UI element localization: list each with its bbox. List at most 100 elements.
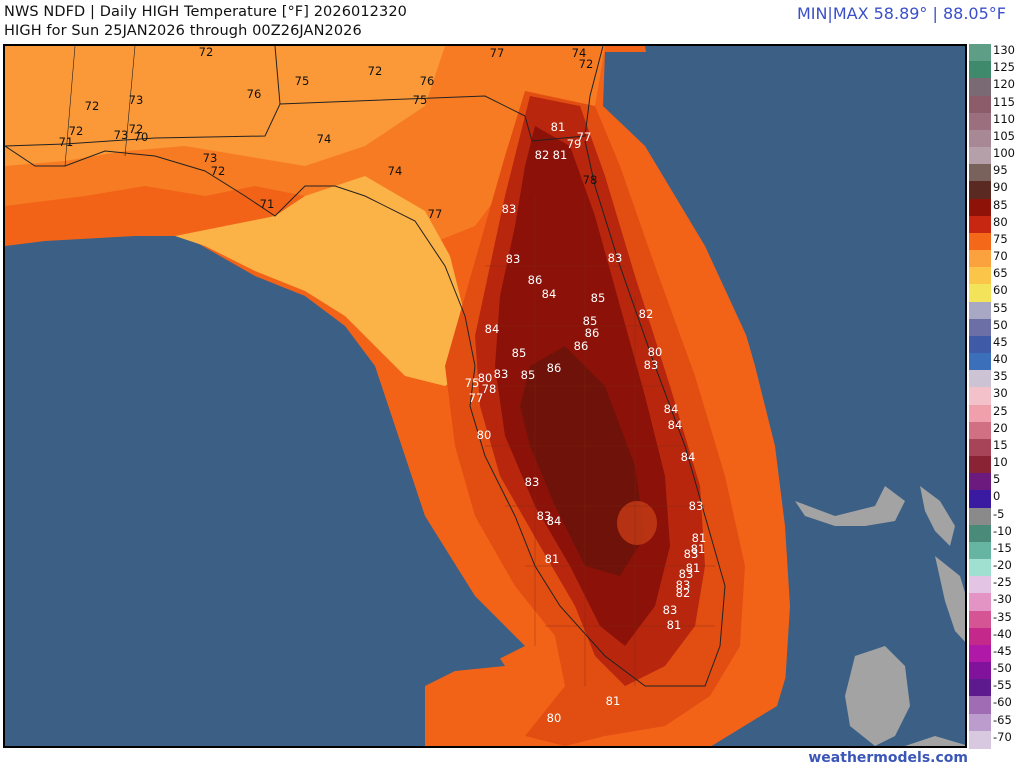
colorbar-tick: 45: [993, 334, 1008, 349]
colorbar-swatch: [969, 730, 991, 749]
temperature-label: 72: [368, 64, 383, 78]
temperature-label: 83: [502, 202, 517, 216]
colorbar-swatch: [969, 507, 991, 526]
colorbar-tick: 85: [993, 197, 1008, 212]
colorbar-tick: 25: [993, 403, 1008, 418]
temperature-label: 86: [528, 273, 543, 287]
colorbar-tick: 80: [993, 214, 1008, 229]
temperature-label: 75: [413, 93, 428, 107]
temperature-label: 84: [668, 418, 683, 432]
colorbar-swatch: [969, 301, 991, 320]
temperature-label: 76: [247, 87, 262, 101]
colorbar-swatch: [969, 438, 991, 457]
temperature-label: 80: [547, 711, 562, 725]
colorbar-swatch: [969, 559, 991, 578]
colorbar-tick: -35: [993, 609, 1012, 624]
temperature-label: 82: [535, 148, 550, 162]
bahamas-islands: [795, 486, 965, 746]
temperature-label: 81: [545, 552, 560, 566]
temperature-label: 72: [579, 57, 594, 71]
temperature-label: 72: [211, 164, 226, 178]
colorbar-swatch: [969, 576, 991, 595]
colorbar-swatch: [969, 318, 991, 337]
colorbar-tick: 115: [993, 94, 1015, 109]
colorbar-swatch: [969, 267, 991, 286]
heat-zone-70: [175, 176, 475, 386]
colorbar-swatch: [969, 662, 991, 681]
land-heat-field: [5, 46, 965, 746]
gulf-of-mexico: [5, 241, 505, 746]
temperature-label: 84: [681, 450, 696, 464]
colorbar-swatch: [969, 198, 991, 217]
colorbar-tick: 105: [993, 128, 1015, 143]
colorbar-swatch: [969, 610, 991, 629]
colorbar-swatch: [969, 353, 991, 372]
colorbar-tick: 75: [993, 231, 1008, 246]
temperature-label: 82: [639, 307, 654, 321]
colorbar-tick: 120: [993, 77, 1015, 92]
temperature-label: 83: [689, 499, 704, 513]
temperature-label: 83: [525, 475, 540, 489]
temperature-label: 81: [686, 561, 701, 575]
temperature-label: 81: [551, 120, 566, 134]
temperature-label: 86: [585, 326, 600, 340]
colorbar-swatch: [969, 421, 991, 440]
colorbar-swatch: [969, 627, 991, 646]
colorbar-tick: -65: [993, 712, 1012, 727]
colorbar-swatch: [969, 129, 991, 148]
temperature-label: 76: [420, 74, 435, 88]
map-title: NWS NDFD | Daily HIGH Temperature [°F] 2…: [4, 4, 407, 20]
temperature-label: 84: [542, 287, 557, 301]
colorbar-tick: 95: [993, 163, 1008, 178]
colorbar-tick: 55: [993, 300, 1008, 315]
heat-zone-72: [5, 46, 445, 166]
heat-zone-86: [520, 346, 645, 576]
temperature-label: 81: [606, 694, 621, 708]
colorbar-tick: 10: [993, 455, 1008, 470]
colorbar-tick: 5: [993, 472, 1001, 487]
credit-text[interactable]: weathermodels.com: [808, 750, 968, 766]
colorbar-swatch: [969, 456, 991, 475]
temperature-label: 70: [134, 130, 149, 144]
temperature-label: 84: [547, 514, 562, 528]
colorbar-swatch: [969, 696, 991, 715]
temperature-label: 83: [663, 603, 678, 617]
temperature-label: 83: [506, 252, 521, 266]
colorbar: [969, 44, 991, 749]
colorbar-tick: 125: [993, 60, 1015, 75]
colorbar-tick: 70: [993, 249, 1008, 264]
colorbar-tick: -50: [993, 661, 1012, 676]
temperature-label: 77: [469, 391, 484, 405]
temperature-label: 80: [477, 428, 492, 442]
colorbar-swatch: [969, 679, 991, 698]
colorbar-tick: -40: [993, 626, 1012, 641]
colorbar-tick: 60: [993, 283, 1008, 298]
temperature-label: 81: [692, 531, 707, 545]
temperature-label: 83: [644, 358, 659, 372]
colorbar-swatch: [969, 370, 991, 389]
colorbar-tick: 20: [993, 420, 1008, 435]
colorbar-tick: 0: [993, 489, 1001, 504]
colorbar-swatch: [969, 593, 991, 612]
temperature-label: 74: [572, 46, 587, 60]
temperature-map: 72 77 74 72 75 72 76 75 72 73 76 72 72 73 70 71 74 73 72 74…: [3, 44, 967, 748]
colorbar-tick: -25: [993, 575, 1012, 590]
colorbar-swatch: [969, 387, 991, 406]
colorbar-tick: -45: [993, 643, 1012, 658]
colorbar-tick: -15: [993, 540, 1012, 555]
colorbar-swatch: [969, 95, 991, 114]
temperature-label: 83: [537, 509, 552, 523]
colorbar-swatch: [969, 181, 991, 200]
colorbar-swatch: [969, 112, 991, 131]
temperature-label: 83: [679, 567, 694, 581]
colorbar-swatch: [969, 164, 991, 183]
colorbar-swatch: [969, 61, 991, 80]
colorbar-swatch: [969, 490, 991, 509]
colorbar-tick: 15: [993, 437, 1008, 452]
colorbar-swatch: [969, 215, 991, 234]
colorbar-tick: -5: [993, 506, 1005, 521]
colorbar-swatch: [969, 473, 991, 492]
temperature-label: 75: [465, 376, 480, 390]
colorbar-swatch: [969, 147, 991, 166]
colorbar-tick: -10: [993, 523, 1012, 538]
